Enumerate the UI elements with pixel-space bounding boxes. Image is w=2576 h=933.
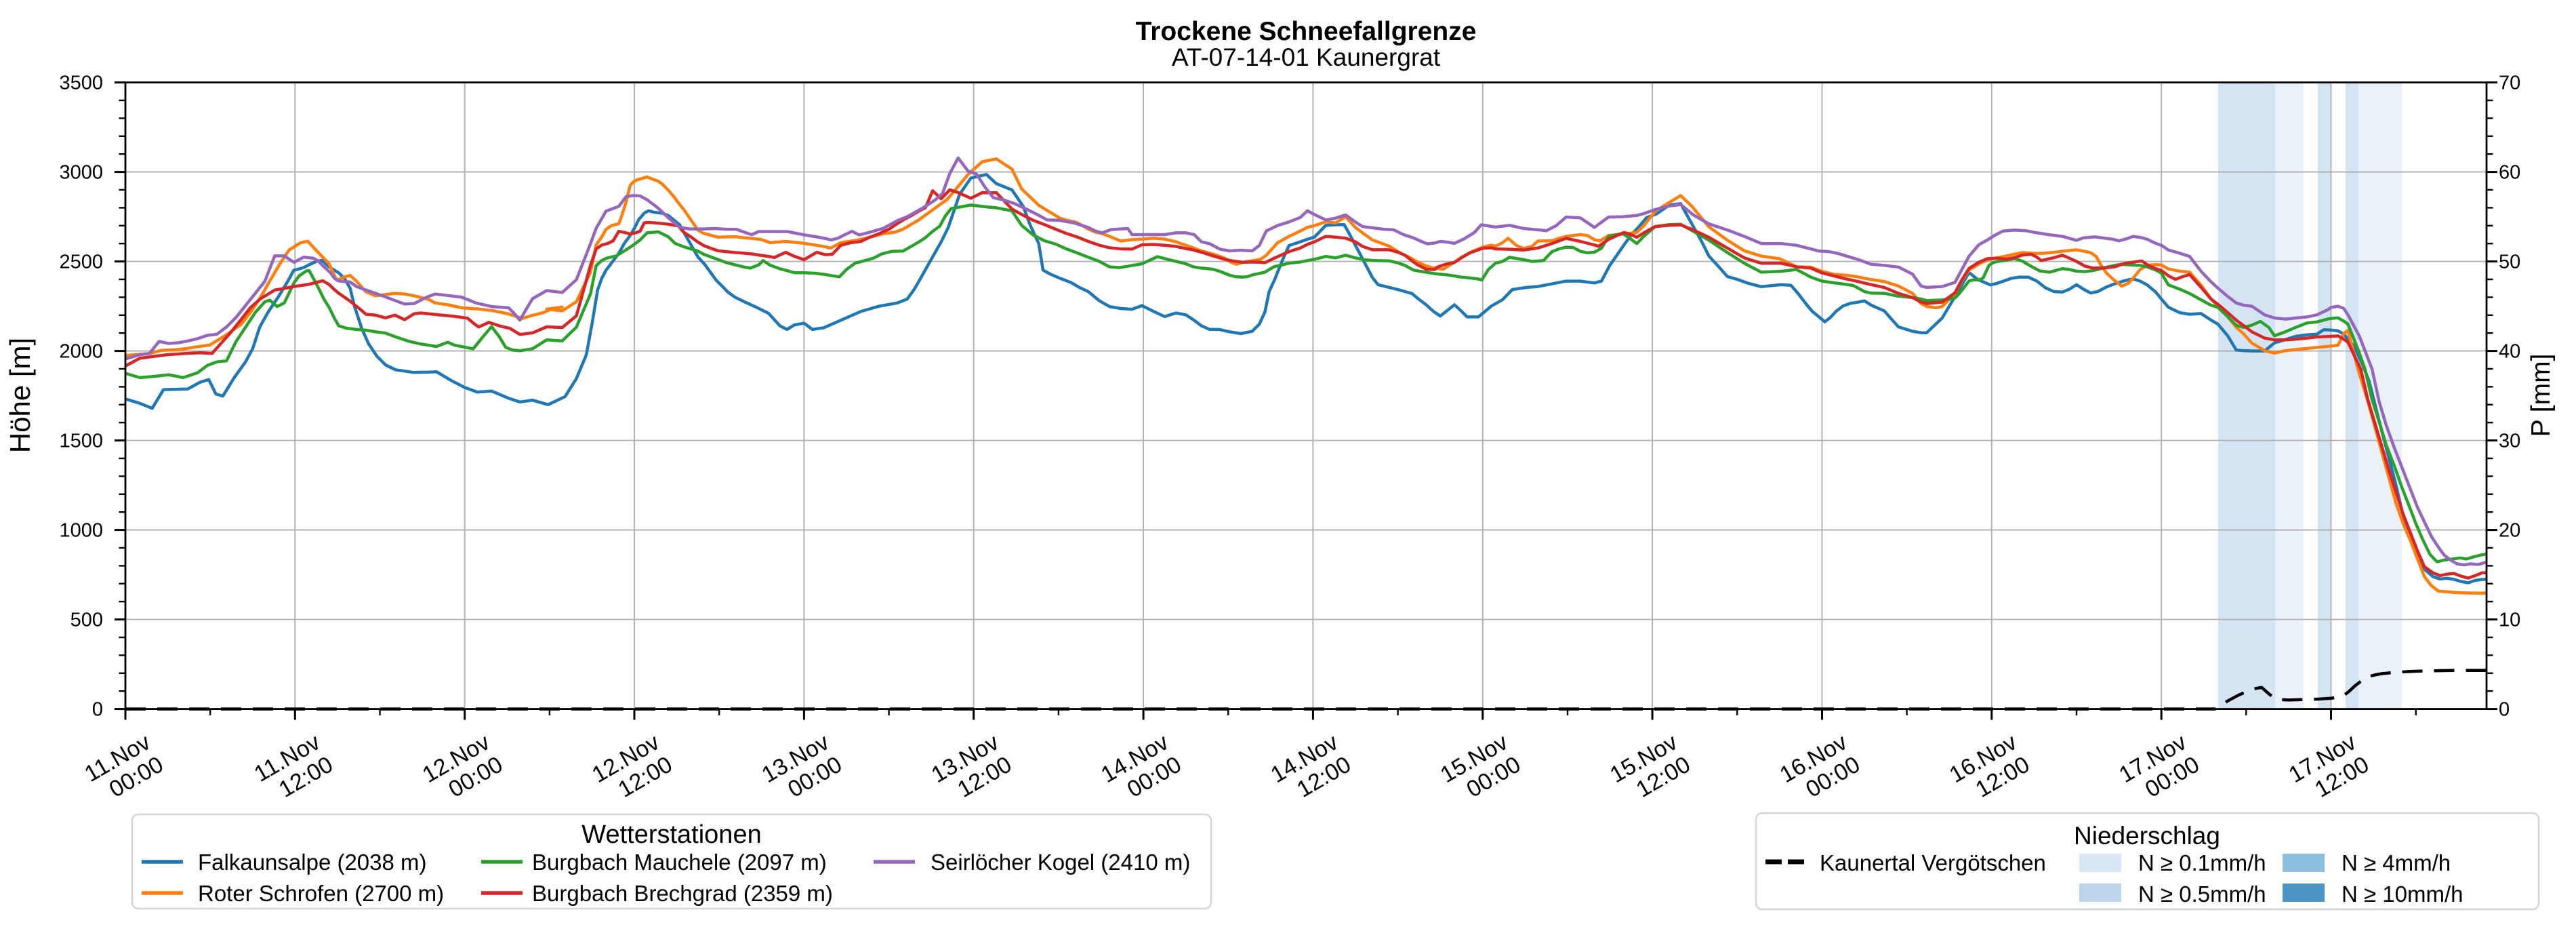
svg-text:Falkaunsalpe (2038 m): Falkaunsalpe (2038 m): [198, 850, 427, 875]
svg-text:Kaunertal Vergötschen: Kaunertal Vergötschen: [1820, 850, 2046, 875]
svg-text:1000: 1000: [59, 520, 103, 542]
svg-text:2000: 2000: [59, 341, 103, 363]
svg-text:10: 10: [2499, 610, 2520, 631]
svg-text:N ≥ 4mm/h: N ≥ 4mm/h: [2342, 850, 2451, 875]
svg-text:70: 70: [2499, 73, 2520, 94]
svg-text:Höhe [m]: Höhe [m]: [4, 338, 36, 453]
svg-text:3500: 3500: [59, 73, 103, 94]
svg-text:N ≥ 0.5mm/h: N ≥ 0.5mm/h: [2138, 881, 2266, 907]
svg-text:Wetterstationen: Wetterstationen: [581, 820, 761, 849]
svg-text:2500: 2500: [59, 252, 103, 273]
svg-text:60: 60: [2499, 162, 2520, 184]
svg-text:Burgbach Brechgrad (2359 m): Burgbach Brechgrad (2359 m): [532, 881, 833, 906]
svg-text:Seirlöcher Kogel (2410 m): Seirlöcher Kogel (2410 m): [931, 850, 1190, 875]
svg-text:N ≥ 10mm/h: N ≥ 10mm/h: [2342, 881, 2463, 907]
svg-text:0: 0: [2499, 699, 2510, 721]
svg-text:N ≥ 0.1mm/h: N ≥ 0.1mm/h: [2138, 850, 2266, 875]
svg-text:AT-07-14-01 Kaunergrat: AT-07-14-01 Kaunergrat: [1172, 43, 1441, 71]
svg-text:0: 0: [92, 699, 103, 721]
svg-text:40: 40: [2499, 341, 2520, 363]
svg-text:3000: 3000: [59, 162, 103, 184]
svg-text:500: 500: [70, 610, 103, 631]
svg-text:Niederschlag: Niederschlag: [2074, 822, 2220, 850]
svg-text:Trockene Schneefallgrenze: Trockene Schneefallgrenze: [1136, 17, 1477, 46]
svg-text:50: 50: [2499, 252, 2520, 273]
svg-text:Roter Schrofen (2700 m): Roter Schrofen (2700 m): [198, 881, 444, 906]
svg-text:1500: 1500: [59, 431, 103, 452]
svg-text:20: 20: [2499, 520, 2520, 542]
svg-text:Burgbach Mauchele (2097 m): Burgbach Mauchele (2097 m): [532, 850, 827, 875]
svg-text:30: 30: [2499, 431, 2520, 452]
svg-text:P [mm]: P [mm]: [2527, 354, 2556, 437]
